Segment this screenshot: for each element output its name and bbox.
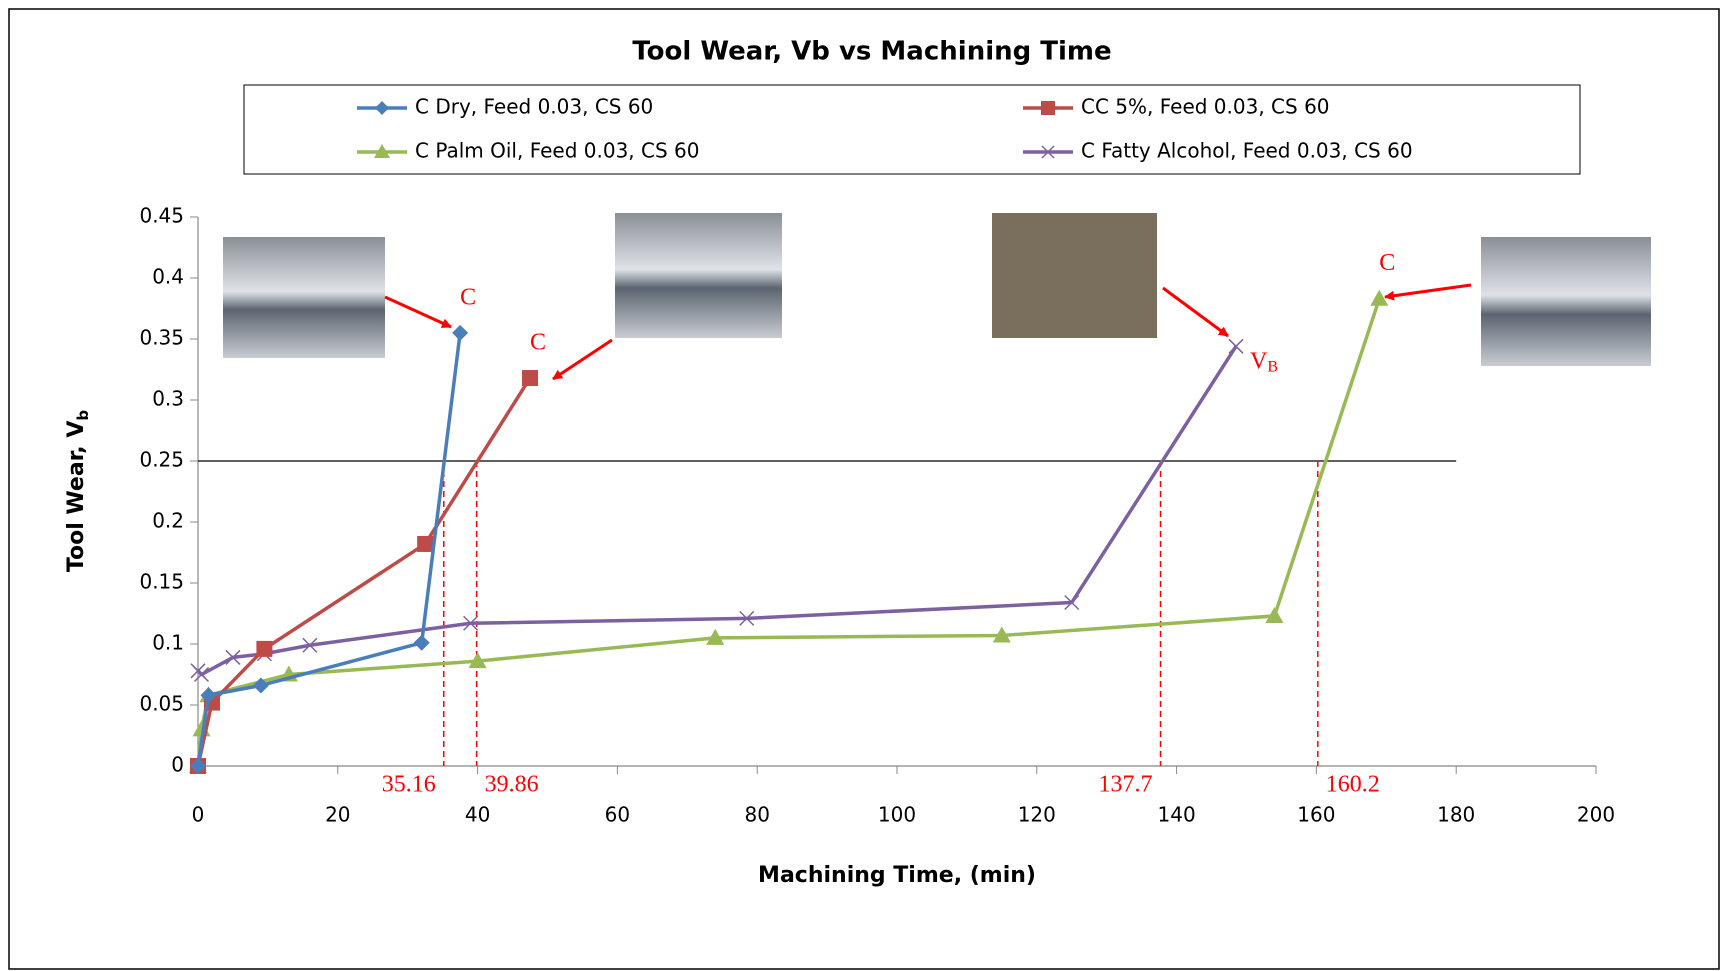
legend-label: C Dry, Feed 0.03, CS 60 [415, 95, 653, 119]
y-tick-label: 0 [171, 753, 184, 777]
y-axis-label: Tool Wear, Vb [64, 410, 92, 572]
legend-marker [1041, 101, 1055, 115]
y-tick-label: 0.35 [139, 326, 184, 350]
legend-label: C Fatty Alcohol, Feed 0.03, CS 60 [1081, 139, 1413, 163]
tool-photo [1481, 237, 1651, 366]
end-label: C [460, 284, 476, 310]
chart: Tool Wear, Vb vs Machining Time Machinin… [0, 0, 1724, 971]
x-tick-label: 0 [192, 803, 205, 827]
x-tick-label: 20 [325, 803, 350, 827]
x-axis-label: Machining Time, (min) [758, 863, 1036, 888]
y-tick-label: 0.2 [152, 509, 184, 533]
end-label: C [1379, 250, 1395, 276]
data-point [522, 370, 538, 386]
x-tick-label: 140 [1158, 803, 1196, 827]
legend-label: CC 5%, Feed 0.03, CS 60 [1081, 95, 1330, 119]
crossing-label: 35.16 [382, 772, 436, 798]
tool-photo [615, 213, 782, 338]
x-tick-label: 40 [465, 803, 490, 827]
end-label-sub: B [1267, 358, 1278, 375]
y-tick-label: 0.3 [152, 387, 184, 411]
y-tick-label: 0.45 [139, 204, 184, 228]
crossing-label: 39.86 [485, 772, 539, 798]
data-point [417, 536, 433, 552]
data-point [256, 641, 272, 657]
y-axis-label-main: Tool Wear, V [64, 421, 89, 572]
x-tick-label: 160 [1297, 803, 1335, 827]
legend-label: C Palm Oil, Feed 0.03, CS 60 [415, 139, 700, 163]
end-label-main: V [1250, 348, 1268, 374]
y-axis-label-sub: b [74, 410, 92, 421]
x-tick-label: 100 [878, 803, 916, 827]
x-tick-label: 60 [605, 803, 630, 827]
x-tick-label: 200 [1577, 803, 1615, 827]
y-tick-label: 0.25 [139, 448, 184, 472]
x-tick-label: 120 [1018, 803, 1056, 827]
tool-photo [223, 237, 385, 358]
x-tick-label: 180 [1437, 803, 1475, 827]
y-tick-label: 0.4 [152, 265, 184, 289]
y-tick-label: 0.1 [152, 631, 184, 655]
y-tick-label: 0.05 [139, 692, 184, 716]
x-tick-label: 80 [744, 803, 769, 827]
tool-photo [992, 213, 1157, 338]
crossing-label: 137.7 [1099, 772, 1153, 798]
end-label: C [530, 330, 546, 356]
chart-title: Tool Wear, Vb vs Machining Time [632, 37, 1111, 67]
y-tick-label: 0.15 [139, 570, 184, 594]
crossing-label: 160.2 [1326, 772, 1380, 798]
